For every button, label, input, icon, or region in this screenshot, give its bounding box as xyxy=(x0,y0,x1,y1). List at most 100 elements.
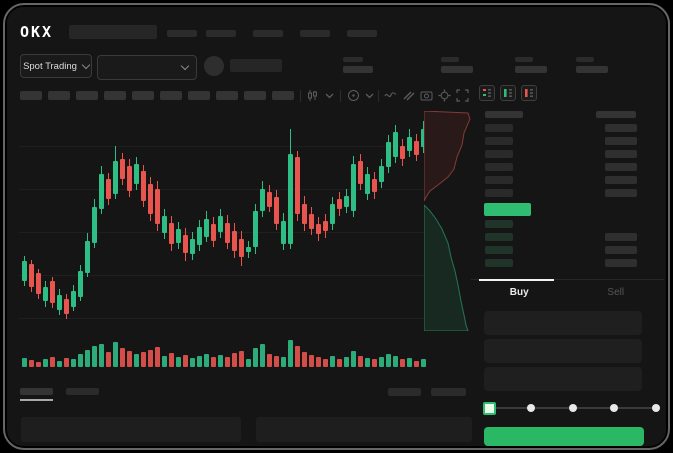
volume-bar xyxy=(190,358,195,367)
candle-body xyxy=(295,157,300,214)
interval-button[interactable] xyxy=(216,91,238,100)
market-type-selector[interactable]: Spot Trading xyxy=(20,54,92,78)
bid-price-bar[interactable] xyxy=(485,233,513,241)
interval-button[interactable] xyxy=(76,91,98,100)
ask-amount-bar[interactable] xyxy=(605,189,637,197)
candle-body xyxy=(211,224,216,241)
candle-body xyxy=(22,261,27,281)
ask-price-bar[interactable] xyxy=(485,150,513,158)
candle-body xyxy=(407,137,412,151)
volume-bar xyxy=(113,342,118,367)
bid-price-bar[interactable] xyxy=(485,246,513,254)
indicators-icon[interactable] xyxy=(347,89,360,102)
total-input[interactable] xyxy=(484,367,642,391)
volume-bar xyxy=(344,357,349,367)
slider-step-4[interactable] xyxy=(610,404,619,412)
candle-body xyxy=(246,247,251,252)
tab-sell[interactable]: Sell xyxy=(568,280,665,304)
chevron-down-icon[interactable] xyxy=(325,93,338,106)
ask-amount-bar[interactable] xyxy=(605,124,637,132)
slider-step-2[interactable] xyxy=(526,404,535,412)
bid-amount-bar[interactable] xyxy=(605,246,637,254)
volume-bar xyxy=(85,350,90,367)
volume-bar xyxy=(197,356,202,367)
volume-bar xyxy=(36,362,41,367)
depth-chart[interactable] xyxy=(424,111,477,331)
stat-value-placeholder xyxy=(343,66,373,73)
bid-amount-bar[interactable] xyxy=(605,233,637,241)
candle-body xyxy=(225,223,230,243)
candle-body xyxy=(288,154,293,244)
bid-amount-bar[interactable] xyxy=(605,259,637,267)
interval-button[interactable] xyxy=(132,91,154,100)
slider-step-3[interactable] xyxy=(568,404,577,412)
ask-price-bar[interactable] xyxy=(485,189,513,197)
gridline xyxy=(19,318,424,319)
ask-amount-bar[interactable] xyxy=(605,137,637,145)
slider-step-1[interactable] xyxy=(483,402,496,415)
place-buy-order-button[interactable] xyxy=(484,427,644,446)
interval-button[interactable] xyxy=(272,91,294,100)
candle-body xyxy=(176,229,181,243)
okx-logo[interactable]: OKX xyxy=(20,23,54,41)
interval-button[interactable] xyxy=(20,91,42,100)
bottom-action-placeholder[interactable] xyxy=(388,388,421,396)
search-input[interactable] xyxy=(69,25,157,39)
nav-item-placeholder[interactable] xyxy=(206,30,236,37)
interval-button[interactable] xyxy=(104,91,126,100)
bid-price-bar[interactable] xyxy=(485,259,513,267)
bid-price-bar[interactable] xyxy=(485,220,513,228)
ask-price-bar[interactable] xyxy=(485,137,513,145)
volume-bar xyxy=(323,359,328,367)
price-input[interactable] xyxy=(484,311,642,335)
bottom-action-placeholder[interactable] xyxy=(431,388,466,396)
orderbook-asks-view-icon[interactable] xyxy=(521,85,537,101)
slider-step-5[interactable] xyxy=(652,404,660,412)
pair-selector[interactable] xyxy=(97,55,197,80)
bottom-tab-active[interactable] xyxy=(20,388,53,395)
volume-bar xyxy=(372,359,377,367)
candle-body xyxy=(148,184,153,214)
ask-amount-bar[interactable] xyxy=(605,176,637,184)
volume-bar xyxy=(120,348,125,367)
bottom-tab[interactable] xyxy=(66,388,99,395)
interval-button[interactable] xyxy=(244,91,266,100)
orderbook-split-view-icon[interactable] xyxy=(479,85,495,101)
nav-item-placeholder[interactable] xyxy=(253,30,283,37)
line-drawing-icon[interactable] xyxy=(384,89,397,102)
volume-bar xyxy=(211,357,216,367)
ask-price-bar[interactable] xyxy=(485,176,513,184)
amount-input[interactable] xyxy=(484,339,642,363)
nav-item-placeholder[interactable] xyxy=(300,30,330,37)
orderbook-bids-view-icon[interactable] xyxy=(500,85,516,101)
fullscreen-icon[interactable] xyxy=(456,89,469,102)
chevron-down-icon[interactable] xyxy=(365,93,378,106)
candle-body xyxy=(162,216,167,233)
ask-amount-bar[interactable] xyxy=(605,150,637,158)
settings-gear-icon[interactable] xyxy=(438,89,451,102)
volume-bar xyxy=(365,358,370,367)
ask-price-bar[interactable] xyxy=(485,163,513,171)
interval-button[interactable] xyxy=(48,91,70,100)
volume-bar xyxy=(330,356,335,367)
chart-type-candles-icon[interactable] xyxy=(306,89,319,102)
orderbook-last-price[interactable] xyxy=(484,203,531,216)
ask-price-bar[interactable] xyxy=(485,124,513,132)
candle-body xyxy=(309,214,314,229)
interval-button[interactable] xyxy=(188,91,210,100)
gridline xyxy=(19,189,424,190)
volume-bar xyxy=(239,351,244,367)
tab-buy[interactable]: Buy xyxy=(471,279,568,304)
candle-body xyxy=(50,281,55,303)
candle-body xyxy=(414,141,419,155)
camera-snapshot-icon[interactable] xyxy=(420,89,433,102)
candle-body xyxy=(358,161,363,184)
interval-button[interactable] xyxy=(160,91,182,100)
candlestick-chart[interactable] xyxy=(19,111,424,335)
nav-item-placeholder[interactable] xyxy=(167,30,197,37)
orders-table-placeholder xyxy=(21,417,241,442)
compare-icon[interactable] xyxy=(402,89,415,102)
depth-asks-area xyxy=(424,111,471,202)
nav-item-placeholder[interactable] xyxy=(347,30,377,37)
ask-amount-bar[interactable] xyxy=(605,163,637,171)
